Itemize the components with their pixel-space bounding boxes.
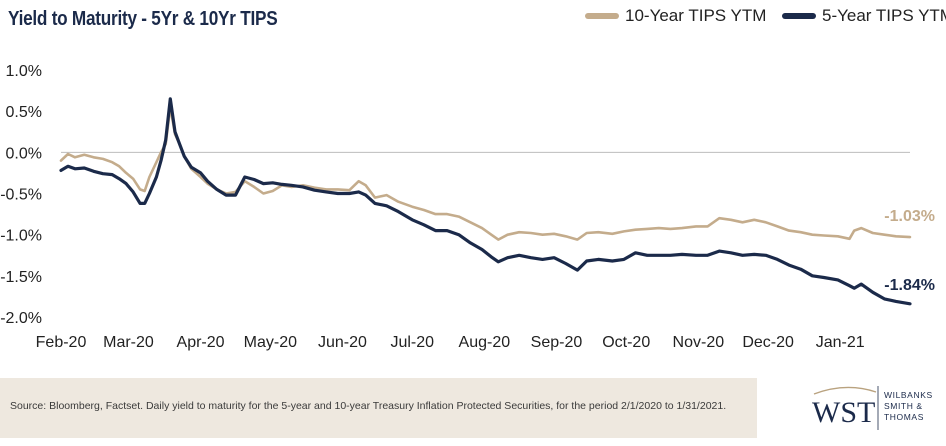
end-label-10yr: -1.03% [884, 208, 935, 225]
y-tick-label: 1.0% [6, 63, 42, 80]
x-tick-label: Aug-20 [459, 334, 511, 351]
chart-title: Yield to Maturity - 5Yr & 10Yr TIPS [8, 8, 278, 30]
y-tick-label: 0.0% [6, 145, 42, 162]
y-tick-label: 0.5% [6, 104, 42, 121]
y-tick-label: -1.5% [0, 269, 42, 286]
legend-label-10yr: 10-Year TIPS YTM [625, 6, 767, 25]
legend-label-5yr: 5-Year TIPS YTM [822, 6, 946, 25]
x-tick-label: Jan-21 [816, 334, 865, 351]
svg-text:WST: WST [812, 396, 875, 429]
x-tick-label: Jun-20 [318, 334, 367, 351]
x-tick-label: May-20 [244, 334, 297, 351]
wst-logo: WST WILBANKS SMITH & THOMAS [812, 386, 933, 430]
x-tick-label: Sep-20 [531, 334, 583, 351]
source-footer: Source: Bloomberg, Factset. Daily yield … [0, 378, 757, 438]
legend-swatch-5yr [782, 13, 816, 19]
y-tick-label: -2.0% [0, 310, 42, 327]
x-tick-label: Mar-20 [103, 334, 154, 351]
x-tick-label: Nov-20 [673, 334, 725, 351]
yield-chart: 1.0% 0.5% 0.0% -0.5% -1.0% -1.5% -2.0% Feb-20 Ma… [0, 63, 935, 351]
legend-swatch-10yr [585, 13, 619, 19]
legend-item-10yr: 10-Year TIPS YTM [585, 6, 766, 26]
legend-item-5yr: 5-Year TIPS YTM [782, 6, 946, 26]
series-line-5yr [59, 97, 912, 306]
series-line-10yr [59, 105, 912, 241]
svg-text:THOMAS: THOMAS [884, 412, 924, 422]
x-tick-label: Dec-20 [742, 334, 794, 351]
x-tick-label: Oct-20 [602, 334, 650, 351]
source-note: Source: Bloomberg, Factset. Daily yield … [10, 400, 727, 412]
x-tick-label: Jul-20 [390, 334, 434, 351]
svg-text:WILBANKS: WILBANKS [884, 390, 933, 400]
svg-text:SMITH &: SMITH & [884, 401, 923, 411]
y-tick-label: -0.5% [0, 187, 42, 204]
x-tick-label: Apr-20 [177, 334, 225, 351]
x-tick-label: Feb-20 [36, 334, 87, 351]
end-label-5yr: -1.84% [884, 277, 935, 294]
y-tick-label: -1.0% [0, 228, 42, 245]
